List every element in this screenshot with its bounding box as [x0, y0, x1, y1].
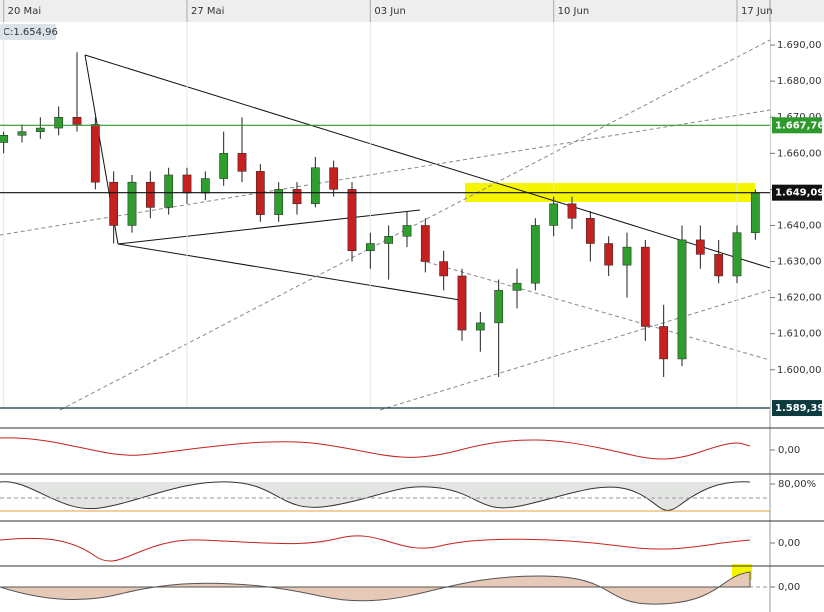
candle-body	[475, 322, 485, 331]
close-label: C:1.654,96	[3, 27, 58, 38]
candle-body	[439, 261, 449, 277]
y-tick-label: 1.640,00	[777, 220, 822, 231]
candle-body	[384, 236, 394, 244]
candle-body	[54, 116, 64, 129]
candle-body	[274, 189, 284, 215]
y-tick-label: 1.680,00	[777, 76, 822, 87]
indicator-tick-label: 0,00	[778, 582, 800, 593]
indicator-tick-label: 80,00%	[778, 479, 816, 490]
candle-body	[219, 153, 229, 179]
channel-line	[59, 39, 771, 411]
candle-body	[549, 203, 559, 226]
candle-body	[164, 174, 174, 208]
candle-body	[567, 203, 577, 219]
x-tick-label: 10 Jun	[558, 6, 590, 17]
x-tick-label: 17 Jun	[741, 6, 773, 17]
candle-body	[402, 225, 412, 237]
momentum-area	[0, 571, 751, 605]
candle-body	[659, 326, 669, 360]
candle-body	[329, 167, 339, 190]
channel-line	[379, 289, 771, 411]
candle-body	[585, 217, 595, 244]
indicator-tick-label: 0,00	[778, 538, 800, 549]
price-label: 1.667,76	[775, 120, 824, 131]
price-badge	[772, 184, 822, 201]
candle-body	[695, 239, 705, 255]
y-tick-label: 1.630,00	[777, 257, 822, 268]
candle-body	[17, 131, 27, 136]
x-tick-label: 03 Jun	[374, 6, 406, 17]
candle-body	[732, 232, 742, 277]
candle-body	[127, 181, 137, 226]
candle-body	[494, 290, 504, 324]
candle-body	[365, 243, 375, 251]
rsi-line	[0, 535, 751, 562]
channel-line	[419, 259, 771, 361]
price-badge	[772, 400, 822, 417]
candle-body	[72, 116, 82, 125]
candle-body	[35, 127, 45, 132]
price-label: 1.649,09	[775, 188, 824, 199]
candle-body	[714, 254, 724, 277]
candle-body	[347, 189, 357, 251]
candle-body	[677, 239, 687, 360]
candle-body	[182, 174, 192, 194]
candle-body	[200, 178, 210, 194]
y-tick-label: 1.620,00	[777, 293, 822, 304]
candle-body	[145, 181, 155, 208]
price-label: 1.589,39	[775, 403, 824, 414]
indicator-panels	[0, 427, 824, 605]
candle-body	[457, 275, 467, 331]
candle-body	[237, 153, 247, 172]
y-tick-label: 1.610,00	[777, 329, 822, 340]
candle-body	[750, 192, 760, 233]
candle-body	[512, 282, 522, 291]
indicator-tick-label: 0,00	[778, 445, 800, 456]
y-tick-label: 1.690,00	[777, 40, 822, 51]
y-tick-label: 1.600,00	[777, 365, 822, 376]
candle-body	[530, 225, 540, 284]
x-tick-label: 27 Mai	[191, 6, 224, 17]
date-bar	[0, 0, 824, 22]
trend-line	[84, 54, 771, 269]
macd-line	[0, 437, 751, 460]
y-tick-label: 1.660,00	[777, 148, 822, 159]
trend-line	[117, 209, 421, 245]
candle-body	[0, 135, 9, 143]
close-badge	[0, 24, 56, 40]
stoch-line	[0, 481, 751, 511]
candle-body	[604, 243, 614, 266]
candle-body	[90, 124, 100, 183]
candle-body	[109, 181, 119, 226]
candle-body	[622, 246, 632, 266]
dashed-lines	[0, 39, 771, 411]
trend-line	[117, 243, 461, 301]
candle-body	[310, 167, 320, 205]
candle-body	[292, 189, 302, 205]
price-badge	[772, 117, 822, 134]
candle-body	[420, 225, 430, 262]
x-tick-label: 20 Mai	[8, 6, 41, 17]
candle-body	[640, 246, 650, 327]
